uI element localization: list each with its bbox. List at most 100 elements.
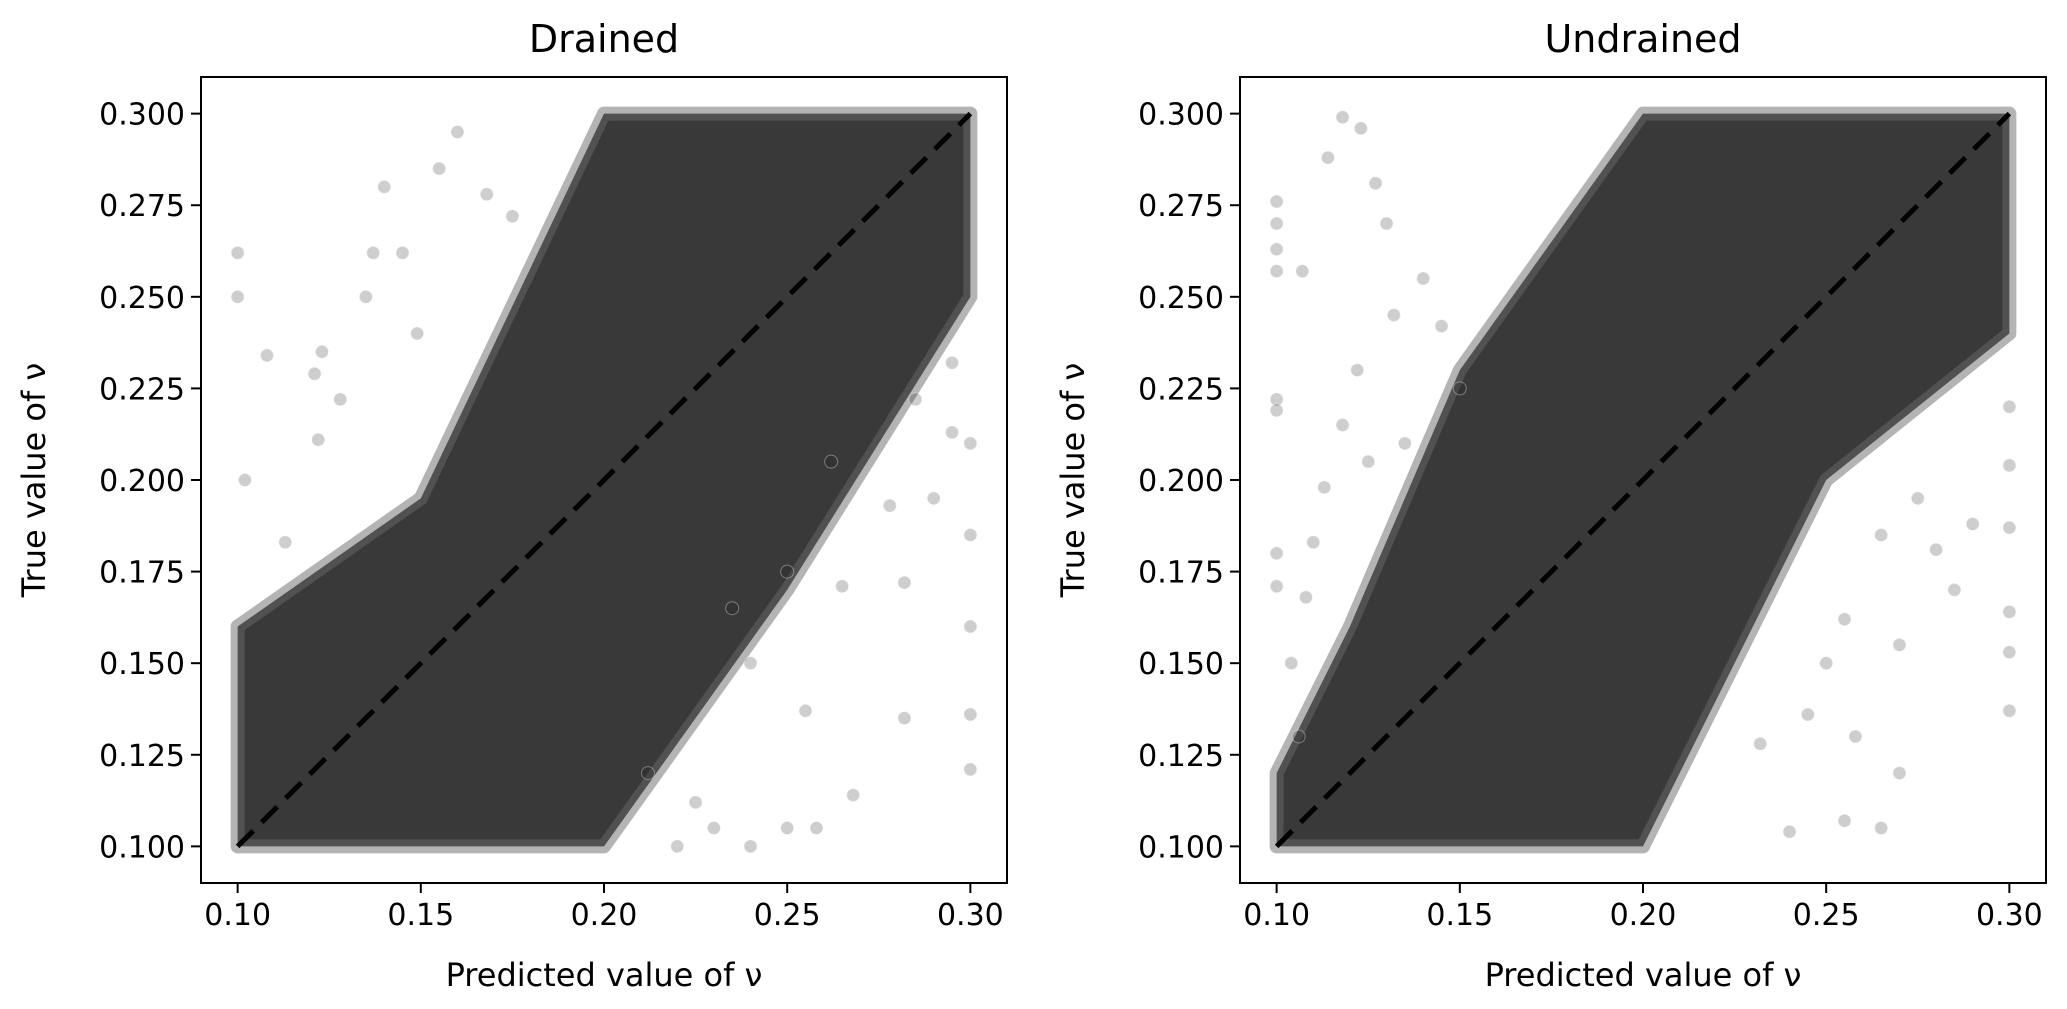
x-tick-label: 0.25 (754, 898, 821, 933)
scatter-point (1269, 403, 1284, 418)
y-tick-label: 0.225 (99, 372, 185, 407)
scatter-point (1892, 637, 1907, 652)
scatter-points (230, 124, 978, 854)
x-axis: 0.10 0.15 0.20 0.25 0.30 (1243, 883, 2043, 933)
scatter-point (688, 795, 703, 810)
scatter-point (945, 355, 960, 370)
y-tick-label: 0.175 (99, 556, 185, 591)
scatter-point (307, 366, 322, 381)
x-tick-label: 0.25 (1793, 898, 1860, 933)
scatter-point (963, 707, 978, 722)
scatter-point (780, 564, 795, 579)
scatter-point (479, 187, 494, 202)
scatter-point (1947, 582, 1962, 597)
scatter-point (670, 839, 685, 854)
scatter-point (2002, 520, 2017, 535)
x-tick-label: 0.10 (1243, 898, 1310, 933)
y-tick-label: 0.200 (99, 464, 185, 499)
scatter-point (1874, 527, 1889, 542)
scatter-point (2002, 645, 2017, 660)
scatter-point (1848, 729, 1863, 744)
scatter-point (1317, 480, 1332, 495)
y-tick-label: 0.125 (99, 739, 185, 774)
scatter-point (333, 392, 348, 407)
scatter-point (835, 579, 850, 594)
scatter-point (230, 245, 245, 260)
scatter-point (824, 454, 839, 469)
scatter-point (1837, 813, 1852, 828)
scatter-point (1335, 418, 1350, 433)
y-tick-label: 0.125 (1138, 739, 1224, 774)
x-tick-label: 0.15 (387, 898, 454, 933)
x-axis: 0.10 0.15 0.20 0.25 0.30 (204, 883, 1004, 933)
scatter-point (1782, 824, 1797, 839)
scatter-point (1892, 766, 1907, 781)
scatter-point (1269, 242, 1284, 257)
scatter-point (1269, 216, 1284, 231)
scatter-point (1284, 656, 1299, 671)
scatter-point (897, 711, 912, 726)
scatter-point (945, 425, 960, 440)
scatter-point (1434, 319, 1449, 334)
y-axis: 0.100 0.125 0.150 0.175 0.200 0.225 0.250 0.275… (99, 98, 201, 865)
scatter-point (640, 766, 655, 781)
scatter-point (1295, 264, 1310, 279)
x-axis-label: Predicted value of ν (1485, 956, 1802, 994)
scatter-point (2002, 399, 2017, 414)
scatter-point (505, 209, 520, 224)
scatter-point (1269, 579, 1284, 594)
scatter-point (780, 821, 795, 836)
scatter-point (278, 535, 293, 550)
scatter-point (1361, 454, 1376, 469)
x-tick-label: 0.15 (1426, 898, 1493, 933)
scatter-point (1910, 491, 1925, 506)
scatter-point (237, 473, 252, 487)
scatter-point (798, 703, 813, 718)
x-tick-label: 0.20 (1610, 898, 1677, 933)
chart-title: Drained (529, 17, 679, 61)
reference-line (1274, 111, 2012, 849)
scatter-point (1800, 707, 1815, 722)
scatter-point (1269, 546, 1284, 561)
scatter-point (725, 601, 740, 616)
scatter-point (963, 619, 978, 634)
chart-title: Undrained (1544, 17, 1741, 61)
y-tick-label: 0.100 (99, 830, 185, 865)
scatter-point (358, 289, 373, 304)
y-tick-label: 0.150 (1138, 647, 1224, 682)
scatter-point (1269, 194, 1284, 209)
y-tick-label: 0.300 (99, 98, 185, 133)
scatter-point (1819, 656, 1834, 671)
scatter-point (1416, 271, 1431, 286)
y-tick-label: 0.275 (99, 189, 185, 224)
scatter-point (1269, 264, 1284, 279)
scatter-point (963, 436, 978, 451)
scatter-point (1397, 436, 1412, 451)
scatter-point (230, 289, 245, 304)
scatter-point (377, 179, 392, 194)
scatter-point (1929, 542, 1944, 557)
scatter-point (1269, 392, 1284, 407)
scatter-point (1335, 110, 1350, 125)
y-tick-label: 0.300 (1138, 98, 1224, 133)
chart-panel-undrained: 0.10 0.15 0.20 0.25 0.30 0.100 0.125 0.150 0.17… (1054, 17, 2047, 994)
scatter-point (2002, 703, 2017, 718)
y-axis-label: True value of ν (1054, 363, 1092, 599)
scatter-point (1965, 516, 1980, 531)
y-axis-label: True value of ν (15, 363, 53, 599)
scatter-point (1291, 729, 1306, 744)
y-tick-label: 0.175 (1138, 556, 1224, 591)
scatter-point (963, 762, 978, 777)
scatter-point (1874, 821, 1889, 836)
scatter-point (1452, 381, 1467, 396)
y-tick-label: 0.250 (99, 281, 185, 316)
y-tick-label: 0.150 (99, 647, 185, 682)
scatter-point (366, 245, 381, 260)
scatter-point (2002, 458, 2017, 473)
scatter-point (1386, 308, 1401, 323)
scatter-point (2002, 604, 2017, 619)
scatter-point (314, 344, 329, 359)
scatter-point (432, 161, 447, 176)
scatter-point (846, 788, 861, 803)
